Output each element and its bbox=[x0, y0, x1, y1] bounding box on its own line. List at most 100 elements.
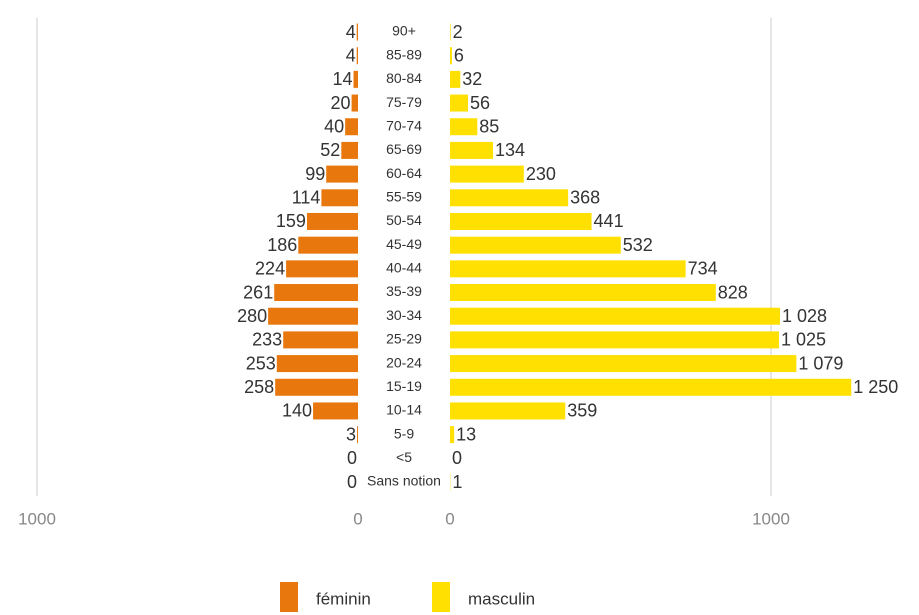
bar bbox=[306, 212, 358, 230]
category-label: 5-9 bbox=[394, 425, 414, 441]
legend-swatch bbox=[432, 582, 450, 612]
bar bbox=[341, 141, 358, 159]
bar bbox=[450, 426, 455, 444]
value-label: 1 bbox=[452, 472, 462, 492]
value-label: 140 bbox=[282, 401, 312, 421]
category-label: 25-29 bbox=[386, 331, 422, 347]
value-label: 828 bbox=[718, 282, 748, 302]
value-label: 261 bbox=[243, 282, 273, 302]
bar bbox=[450, 141, 494, 159]
value-label: 734 bbox=[688, 259, 718, 279]
category-label: 80-84 bbox=[386, 70, 422, 86]
value-label: 4 bbox=[346, 22, 356, 42]
bar bbox=[450, 94, 468, 112]
value-label: 359 bbox=[567, 401, 597, 421]
category-label: 45-49 bbox=[386, 236, 422, 252]
category-label: 60-64 bbox=[386, 165, 422, 181]
category-label: Sans notion bbox=[367, 473, 441, 489]
bar bbox=[450, 165, 524, 183]
bar bbox=[321, 189, 358, 207]
bar bbox=[450, 260, 686, 278]
value-label: 224 bbox=[255, 259, 285, 279]
bar bbox=[450, 402, 566, 420]
bar bbox=[450, 331, 780, 349]
value-label: 40 bbox=[324, 116, 344, 136]
category-label: 65-69 bbox=[386, 141, 422, 157]
bar bbox=[450, 23, 451, 41]
value-label: 1 250 bbox=[853, 377, 898, 397]
bar bbox=[450, 307, 780, 325]
value-label: 186 bbox=[267, 235, 297, 255]
value-label: 230 bbox=[526, 164, 556, 184]
value-label: 99 bbox=[305, 164, 325, 184]
category-label: 35-39 bbox=[386, 283, 422, 299]
value-label: 2 bbox=[453, 22, 463, 42]
value-label: 159 bbox=[276, 211, 306, 231]
value-label: 14 bbox=[332, 69, 352, 89]
bar bbox=[356, 23, 358, 41]
legend-label: féminin bbox=[316, 589, 371, 608]
legend-label: masculin bbox=[468, 589, 535, 608]
bar bbox=[450, 236, 621, 254]
value-label: 0 bbox=[347, 472, 357, 492]
value-label: 441 bbox=[594, 211, 624, 231]
bar bbox=[313, 402, 358, 420]
category-label: 15-19 bbox=[386, 378, 422, 394]
bar bbox=[450, 47, 452, 65]
bar bbox=[283, 331, 358, 349]
x-tick-label: 1000 bbox=[752, 509, 790, 528]
category-label: 55-59 bbox=[386, 188, 422, 204]
value-label: 114 bbox=[292, 188, 321, 208]
category-label: 70-74 bbox=[386, 117, 422, 133]
x-tick-label: 0 bbox=[353, 509, 362, 528]
value-label: 13 bbox=[456, 424, 476, 444]
value-label: 1 028 bbox=[782, 306, 827, 326]
value-label: 20 bbox=[331, 93, 351, 113]
bar bbox=[268, 307, 358, 325]
bar bbox=[345, 118, 358, 136]
value-label: 0 bbox=[347, 448, 357, 468]
bar bbox=[450, 378, 852, 396]
value-label: 134 bbox=[495, 140, 525, 160]
value-label: 0 bbox=[452, 448, 462, 468]
category-label: 50-54 bbox=[386, 212, 422, 228]
value-label: 56 bbox=[470, 93, 490, 113]
bar bbox=[286, 260, 358, 278]
bar bbox=[450, 355, 797, 373]
bar bbox=[450, 189, 569, 207]
x-tick-label: 1000 bbox=[18, 509, 56, 528]
legend-swatch bbox=[280, 582, 298, 612]
value-label: 233 bbox=[252, 330, 282, 350]
value-label: 253 bbox=[246, 353, 276, 373]
category-label: 40-44 bbox=[386, 260, 422, 276]
value-label: 6 bbox=[454, 45, 464, 65]
bar bbox=[276, 355, 358, 373]
value-label: 1 079 bbox=[798, 353, 843, 373]
bar bbox=[356, 47, 358, 65]
category-label: 85-89 bbox=[386, 46, 422, 62]
category-label: 75-79 bbox=[386, 94, 422, 110]
value-label: 85 bbox=[479, 116, 499, 136]
value-label: 3 bbox=[346, 424, 356, 444]
value-label: 32 bbox=[462, 69, 482, 89]
value-label: 532 bbox=[623, 235, 653, 255]
bar bbox=[450, 70, 461, 88]
bar bbox=[450, 118, 478, 136]
value-label: 1 025 bbox=[781, 330, 826, 350]
bar bbox=[274, 284, 358, 302]
bar bbox=[275, 378, 358, 396]
category-label: <5 bbox=[396, 449, 412, 465]
value-label: 280 bbox=[237, 306, 267, 326]
bar bbox=[326, 165, 358, 183]
value-label: 52 bbox=[320, 140, 340, 160]
bar bbox=[351, 94, 358, 112]
x-tick-label: 0 bbox=[445, 509, 454, 528]
bar bbox=[357, 426, 358, 444]
bar bbox=[298, 236, 358, 254]
value-label: 258 bbox=[244, 377, 274, 397]
bar bbox=[353, 70, 358, 88]
category-label: 20-24 bbox=[386, 354, 422, 370]
category-label: 10-14 bbox=[386, 402, 422, 418]
value-label: 4 bbox=[346, 45, 356, 65]
